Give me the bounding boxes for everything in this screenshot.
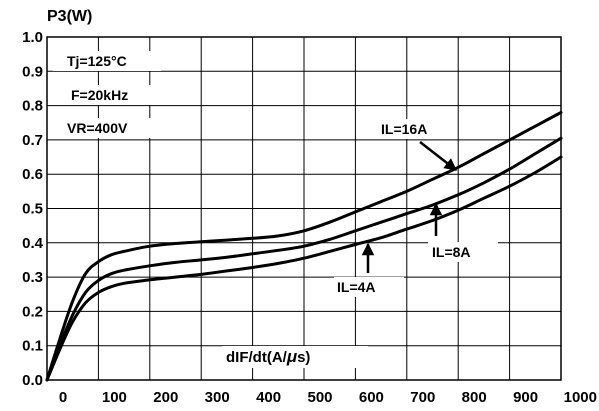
x-tick-label-2: 200	[153, 389, 178, 406]
x-axis-label-mu: μ	[286, 347, 298, 366]
label-bg-16a	[377, 119, 457, 139]
y-tick-label-10: 1.0	[22, 29, 43, 46]
y-axis-label: P3(W)	[47, 8, 92, 25]
x-axis-label-bg	[222, 346, 368, 368]
condition-bg-2	[53, 85, 161, 105]
x-tick-label-9: 900	[513, 389, 538, 406]
series-label-il4a: IL=4A	[337, 279, 376, 295]
label-bg-8a	[428, 242, 498, 262]
x-tick-label-7: 700	[410, 389, 435, 406]
x-axis-label-main: dIF/dt(A/	[226, 349, 288, 366]
x-tick-label-6: 600	[359, 389, 384, 406]
x-tick-label-1: 100	[102, 389, 127, 406]
y-tick-label-8: 0.8	[22, 98, 43, 115]
plot-frame	[46, 36, 562, 381]
x-tick-label-10: 1000	[564, 389, 597, 406]
label-bg-4a	[334, 277, 404, 297]
y-tick-label-6: 0.6	[22, 166, 43, 183]
x-tick-label-5: 500	[307, 389, 332, 406]
y-tick-labels: 0.0 0.1 0.2 0.3 0.4 0.5 0.6 0.7 0.8 0.9 1.0	[22, 29, 44, 389]
x-tick-labels: 0 100 200 300 400 500 600 700 800 900 1000	[59, 389, 597, 406]
y-tick-label-1: 0.1	[22, 338, 43, 355]
y-tick-label-0: 0.0	[22, 372, 43, 389]
condition-bg-3	[53, 118, 161, 138]
y-tick-label-4: 0.4	[22, 235, 44, 252]
y-tick-label-7: 0.7	[22, 132, 43, 149]
series-line-0	[45, 111, 563, 382]
x-tick-label-4: 400	[256, 389, 281, 406]
x-tick-label-3: 300	[205, 389, 230, 406]
series-label-il8a: IL=8A	[432, 244, 471, 260]
series-lines	[45, 111, 563, 382]
x-tick-label-0: 0	[59, 389, 67, 406]
y-tick-label-2: 0.2	[22, 303, 43, 320]
series-line-2	[45, 155, 563, 382]
x-axis-label: dIF/dt(A/μs)	[226, 347, 310, 366]
condition-frequency: F=20kHz	[71, 87, 128, 103]
y-tick-label-9: 0.9	[22, 63, 43, 80]
x-tick-label-8: 800	[462, 389, 487, 406]
arrow-il16a	[419, 141, 457, 171]
x-axis-label-end: s)	[297, 349, 310, 366]
series-label-il16a: IL=16A	[381, 121, 427, 137]
y-tick-label-5: 0.5	[22, 201, 43, 218]
y-tick-label-3: 0.3	[22, 269, 43, 286]
series-line-1	[45, 136, 563, 382]
condition-vr: VR=400V	[67, 120, 128, 136]
condition-bg-1	[53, 51, 161, 71]
condition-tj: Tj=125°C	[67, 53, 127, 69]
